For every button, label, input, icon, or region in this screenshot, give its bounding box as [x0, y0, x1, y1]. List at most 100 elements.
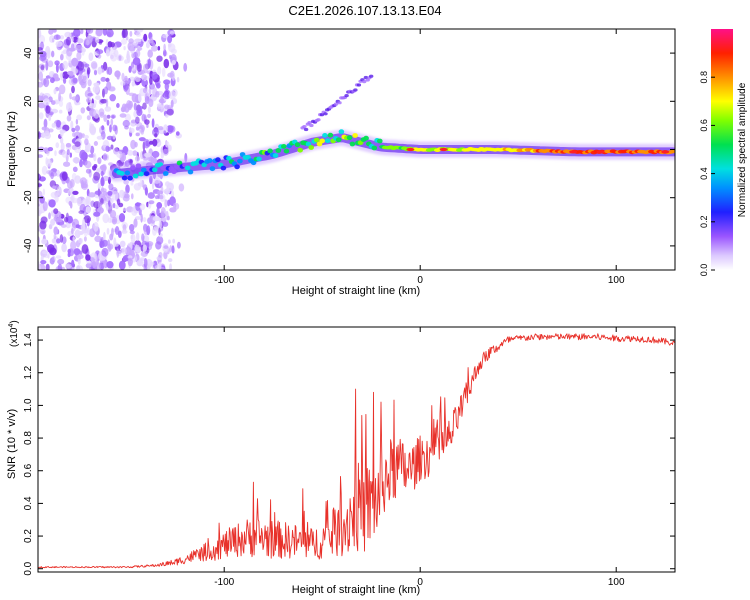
noise-speck [135, 32, 141, 37]
noise-speck [81, 46, 85, 56]
noise-speck [119, 189, 125, 199]
y-tick-label: 0.6 [23, 463, 34, 477]
ridge-blob [283, 148, 290, 154]
noise-speck [57, 263, 63, 270]
noise-speck [56, 238, 61, 244]
noise-speck [139, 179, 143, 188]
noise-speck [109, 233, 114, 241]
noise-speck [38, 102, 46, 109]
noise-speck [136, 29, 144, 33]
ridge-blob [130, 165, 136, 171]
noise-speck [83, 215, 91, 224]
noise-speck [54, 150, 57, 157]
branch-blob [316, 118, 321, 122]
noise-speck [159, 195, 164, 200]
noise-speck [68, 47, 76, 52]
ridge-blob [267, 148, 273, 154]
noise-speck [78, 237, 84, 244]
noise-speck [167, 72, 175, 78]
noise-speck [59, 72, 64, 78]
noise-speck [140, 128, 145, 135]
noise-speck [72, 157, 81, 164]
noise-speck [103, 114, 108, 122]
noise-speck [101, 176, 104, 186]
noise-speck [100, 198, 104, 205]
noise-speck [72, 236, 75, 242]
noise-speck [139, 203, 146, 211]
noise-speck [102, 29, 108, 36]
noise-speck [79, 159, 83, 168]
noise-speck [45, 159, 53, 167]
noise-speck [121, 153, 125, 163]
noise-speck [72, 77, 78, 84]
noise-speck [72, 190, 79, 195]
noise-speck [135, 116, 140, 125]
ridge-blob [201, 162, 207, 168]
noise-speck [164, 104, 170, 110]
ridge-blob [250, 160, 257, 166]
noise-speck [147, 106, 151, 114]
noise-speck [167, 215, 170, 221]
ridge-blob [670, 149, 675, 154]
ridge-hot-core [596, 150, 605, 154]
noise-speck [38, 81, 44, 88]
noise-speck [65, 143, 72, 148]
noise-speck [119, 240, 126, 248]
noise-speck [163, 250, 168, 260]
noise-speck [84, 160, 92, 169]
noise-speck [53, 226, 59, 235]
y-tick-label: 20 [23, 95, 34, 107]
noise-speck [103, 231, 106, 241]
noise-speck [106, 29, 114, 38]
noise-speck [90, 123, 95, 132]
noise-speck [73, 29, 81, 37]
ridge-blob [338, 129, 345, 135]
noise-speck [155, 241, 162, 250]
ridge-blob [281, 144, 287, 149]
noise-speck [72, 132, 76, 137]
noise-speck [69, 202, 73, 209]
noise-speck [164, 199, 168, 208]
noise-speck [93, 82, 100, 87]
noise-speck [58, 109, 63, 114]
noise-speck [175, 131, 180, 136]
noise-speck [63, 216, 69, 223]
noise-speck [84, 138, 89, 146]
noise-speck [87, 79, 92, 87]
x-tick-label: -100 [214, 577, 234, 588]
noise-speck [128, 45, 135, 52]
noise-speck [105, 46, 113, 56]
noise-speck [97, 157, 102, 165]
noise-speck [136, 259, 144, 267]
noise-speck [83, 75, 87, 81]
noise-speck [51, 122, 57, 128]
ridge-blob [215, 157, 221, 163]
noise-speck [86, 29, 94, 34]
noise-speck [104, 106, 112, 112]
branch-blob [344, 94, 349, 98]
noise-speck [87, 92, 94, 97]
noise-speck [41, 238, 48, 245]
noise-speck [106, 114, 111, 119]
noise-speck [125, 36, 129, 41]
snr-x-axis-label: Height of straight line (km) [292, 584, 420, 596]
noise-speck [42, 250, 49, 255]
noise-speck [135, 202, 141, 211]
noise-speck [92, 260, 97, 269]
noise-speck [62, 49, 68, 55]
noise-speck [40, 260, 47, 265]
snr-series-line [38, 333, 675, 569]
noise-speck [161, 95, 164, 106]
noise-speck [53, 88, 57, 95]
noise-speck [124, 75, 128, 81]
noise-speck [55, 63, 59, 73]
noise-speck [129, 30, 133, 37]
noise-speck [106, 203, 109, 211]
svg-text:(x104): (x104) [8, 320, 20, 347]
ridge-blob [234, 164, 240, 170]
noise-speck [169, 125, 176, 133]
snr-x-ticks: -100 0 100 [214, 327, 625, 588]
noise-speck [90, 61, 98, 69]
noise-speck [166, 108, 174, 116]
